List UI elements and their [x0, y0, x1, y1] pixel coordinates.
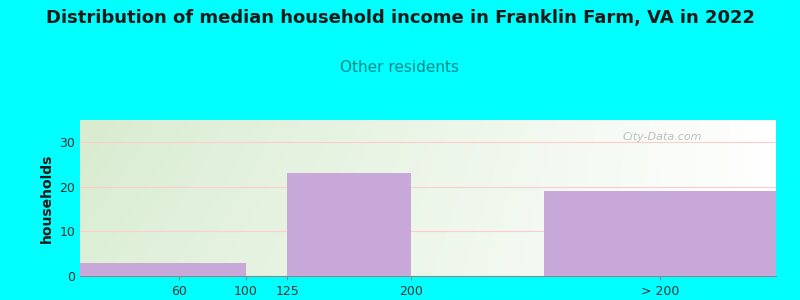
Bar [544, 191, 776, 276]
Text: Distribution of median household income in Franklin Farm, VA in 2022: Distribution of median household income … [46, 9, 754, 27]
Text: Other residents: Other residents [341, 60, 459, 75]
Bar [80, 262, 246, 276]
Y-axis label: households: households [40, 153, 54, 243]
Bar [287, 173, 411, 276]
Text: City-Data.com: City-Data.com [623, 133, 702, 142]
